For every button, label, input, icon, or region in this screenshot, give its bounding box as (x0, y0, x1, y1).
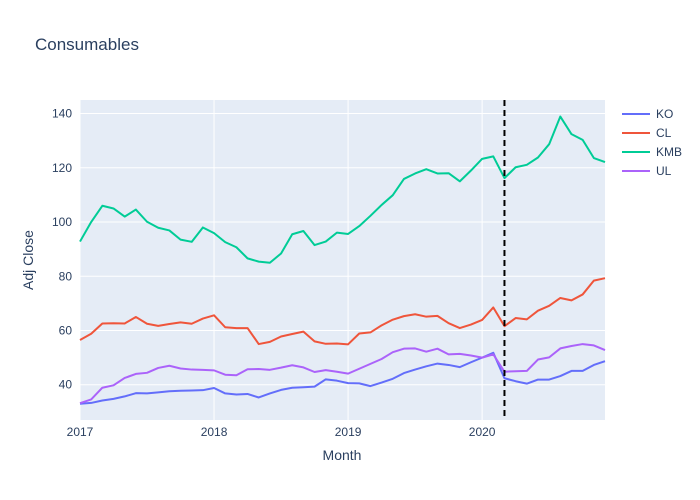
legend-label: KO (656, 107, 673, 121)
legend-label: CL (656, 126, 672, 140)
legend-item-cl[interactable]: CL (622, 126, 672, 140)
y-tick-label: 80 (59, 269, 73, 283)
series-line-ko[interactable] (79, 351, 606, 405)
series-line-ul[interactable] (79, 343, 606, 405)
x-axis-ticks: 2017 2018 2019 2020 (67, 425, 496, 439)
y-tick-label: 100 (52, 215, 72, 229)
y-tick-label: 140 (52, 107, 72, 121)
gridlines (79, 100, 605, 420)
x-tick-label: 2019 (335, 425, 362, 439)
y-tick-label: 40 (59, 378, 73, 392)
series-lines (79, 115, 606, 405)
legend-label: KMB (656, 145, 682, 159)
legend-item-ul[interactable]: UL (622, 164, 672, 178)
y-tick-label: 120 (52, 161, 72, 175)
x-tick-label: 2020 (469, 425, 496, 439)
series-line-cl[interactable] (79, 277, 606, 346)
legend-item-ko[interactable]: KO (622, 107, 673, 121)
x-tick-label: 2018 (201, 425, 228, 439)
y-axis-ticks: 40 60 80 100 120 140 (52, 107, 72, 392)
chart-title: Consumables (35, 35, 139, 54)
series-line-kmb[interactable] (79, 115, 606, 264)
x-tick-label: 2017 (67, 425, 94, 439)
legend[interactable]: KO CL KMB UL (622, 107, 682, 178)
legend-label: UL (656, 164, 672, 178)
y-axis-title: Adj Close (20, 230, 36, 290)
x-axis-title: Month (323, 447, 362, 463)
legend-item-kmb[interactable]: KMB (622, 145, 682, 159)
y-tick-label: 60 (59, 324, 73, 338)
